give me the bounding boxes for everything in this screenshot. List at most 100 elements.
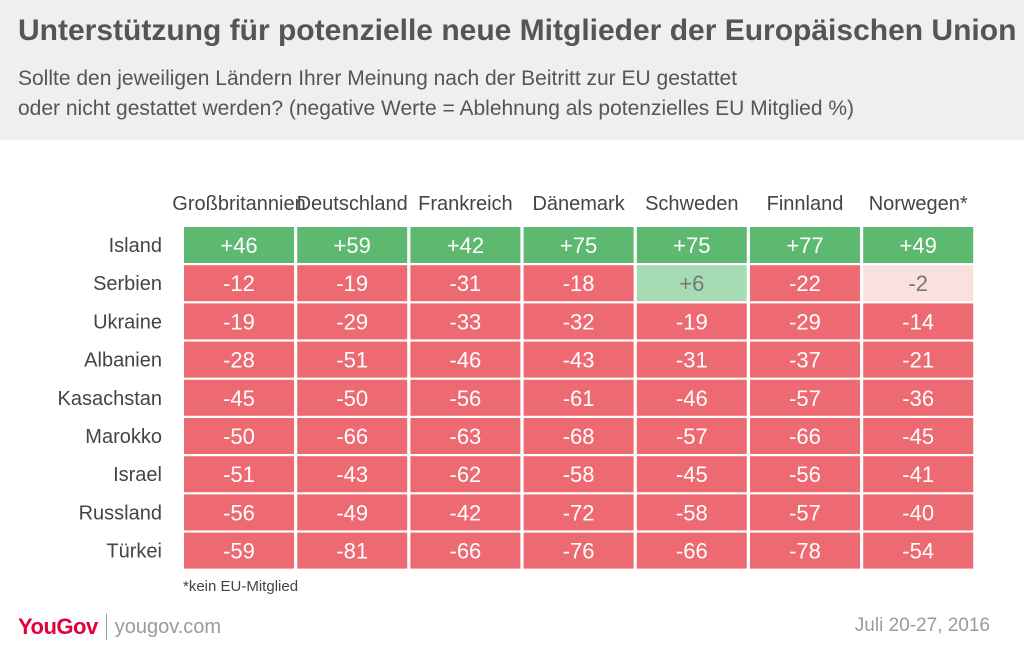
table-cell: [636, 265, 747, 302]
table-cell: [297, 456, 408, 493]
cell-value: -50: [336, 386, 368, 411]
cell-value: -59: [223, 539, 255, 564]
cell-value: +6: [679, 271, 704, 296]
cell-value: -57: [676, 424, 708, 449]
table-cell: [410, 265, 521, 302]
cell-value: -22: [789, 271, 821, 296]
footer-brand: YouGov yougov.com: [18, 612, 221, 642]
table-cell: [863, 341, 974, 378]
yougov-logo[interactable]: YouGov: [18, 614, 98, 639]
cell-value: -31: [450, 271, 482, 296]
cell-value: -41: [902, 462, 934, 487]
row-header: Israel: [113, 464, 162, 486]
table-cell: [184, 418, 294, 454]
table-cell: [523, 456, 634, 493]
table-cell: [184, 532, 294, 569]
cell-value: -40: [902, 500, 934, 525]
row-header: Ukraine: [93, 311, 162, 333]
table-cell: [863, 265, 974, 302]
row-header: Island: [109, 235, 162, 257]
table-cell: [863, 418, 974, 454]
table-cell: [410, 456, 521, 493]
cell-value: -2: [908, 271, 928, 296]
column-header: Norwegen*: [869, 193, 968, 215]
table-cell: [750, 227, 860, 263]
cell-value: -43: [563, 348, 595, 373]
cell-value: -51: [336, 348, 368, 373]
table-cell: [297, 341, 408, 378]
subtitle-line-2: oder nicht gestattet werden? (negative W…: [18, 97, 855, 120]
table-cell: [184, 379, 294, 416]
table-cell: [410, 532, 521, 569]
cell-value: +75: [560, 233, 597, 258]
cell-value: -56: [789, 462, 821, 487]
row-header: Marokko: [85, 426, 162, 448]
table-cell: [523, 341, 634, 378]
cell-value: -37: [789, 348, 821, 373]
row-header: Serbien: [93, 273, 162, 295]
column-header: Frankreich: [418, 193, 512, 215]
cell-value: -56: [450, 386, 482, 411]
table-cell: [750, 303, 860, 340]
cell-value: -42: [450, 500, 482, 525]
table-cell: [184, 227, 294, 263]
table-cell: [410, 494, 521, 531]
table-cell: [297, 303, 408, 340]
cell-value: +49: [900, 233, 937, 258]
cell-value: -21: [902, 348, 934, 373]
cell-value: -58: [563, 462, 595, 487]
cell-value: -28: [223, 348, 255, 373]
cell-value: -19: [223, 309, 255, 334]
cell-value: -45: [676, 462, 708, 487]
table-cell: [523, 494, 634, 531]
table-cell: [184, 456, 294, 493]
table-cell: [863, 303, 974, 340]
table-cell: [297, 265, 408, 302]
subtitle-line-1: Sollte den jeweiligen Ländern Ihrer Mein…: [18, 67, 738, 90]
cell-value: -58: [676, 500, 708, 525]
table-cell: [297, 494, 408, 531]
table-cell: [750, 532, 860, 569]
brand-url[interactable]: yougov.com: [114, 615, 222, 638]
table-cell: [863, 227, 974, 263]
cell-value: -51: [223, 462, 255, 487]
cell-value: -19: [336, 271, 368, 296]
row-header: Türkei: [106, 541, 162, 563]
cell-value: -66: [450, 539, 482, 564]
cell-value: +77: [786, 233, 823, 258]
table-cell: [750, 494, 860, 531]
table-cell: [636, 379, 747, 416]
footnote: *kein EU-Mitglied: [183, 578, 299, 595]
cell-value: -14: [902, 309, 934, 334]
cell-value: -63: [450, 424, 482, 449]
cell-value: -43: [336, 462, 368, 487]
column-header: Finnland: [767, 193, 844, 215]
row-header: Kasachstan: [57, 388, 162, 410]
cell-value: -29: [336, 309, 368, 334]
cell-value: -61: [563, 386, 595, 411]
cell-value: +59: [334, 233, 371, 258]
table-cell: [410, 303, 521, 340]
table-cell: [184, 265, 294, 302]
column-header: Großbritannien: [172, 193, 305, 215]
table-cell: [184, 494, 294, 531]
table-cell: [636, 418, 747, 454]
table-cell: [523, 227, 634, 263]
cell-value: -45: [902, 424, 934, 449]
cell-value: -32: [563, 309, 595, 334]
table-cell: [410, 227, 521, 263]
cell-value: -68: [563, 424, 595, 449]
cell-value: -54: [902, 539, 934, 564]
cell-value: -76: [563, 539, 595, 564]
table-cell: [297, 532, 408, 569]
cell-value: -36: [902, 386, 934, 411]
cell-value: -45: [223, 386, 255, 411]
table-cell: [863, 379, 974, 416]
table-cell: [297, 379, 408, 416]
footer-divider: [105, 614, 107, 640]
survey-date: Juli 20-27, 2016: [854, 615, 990, 636]
table-cell: [750, 379, 860, 416]
cell-value: -81: [336, 539, 368, 564]
cell-value: -62: [450, 462, 482, 487]
